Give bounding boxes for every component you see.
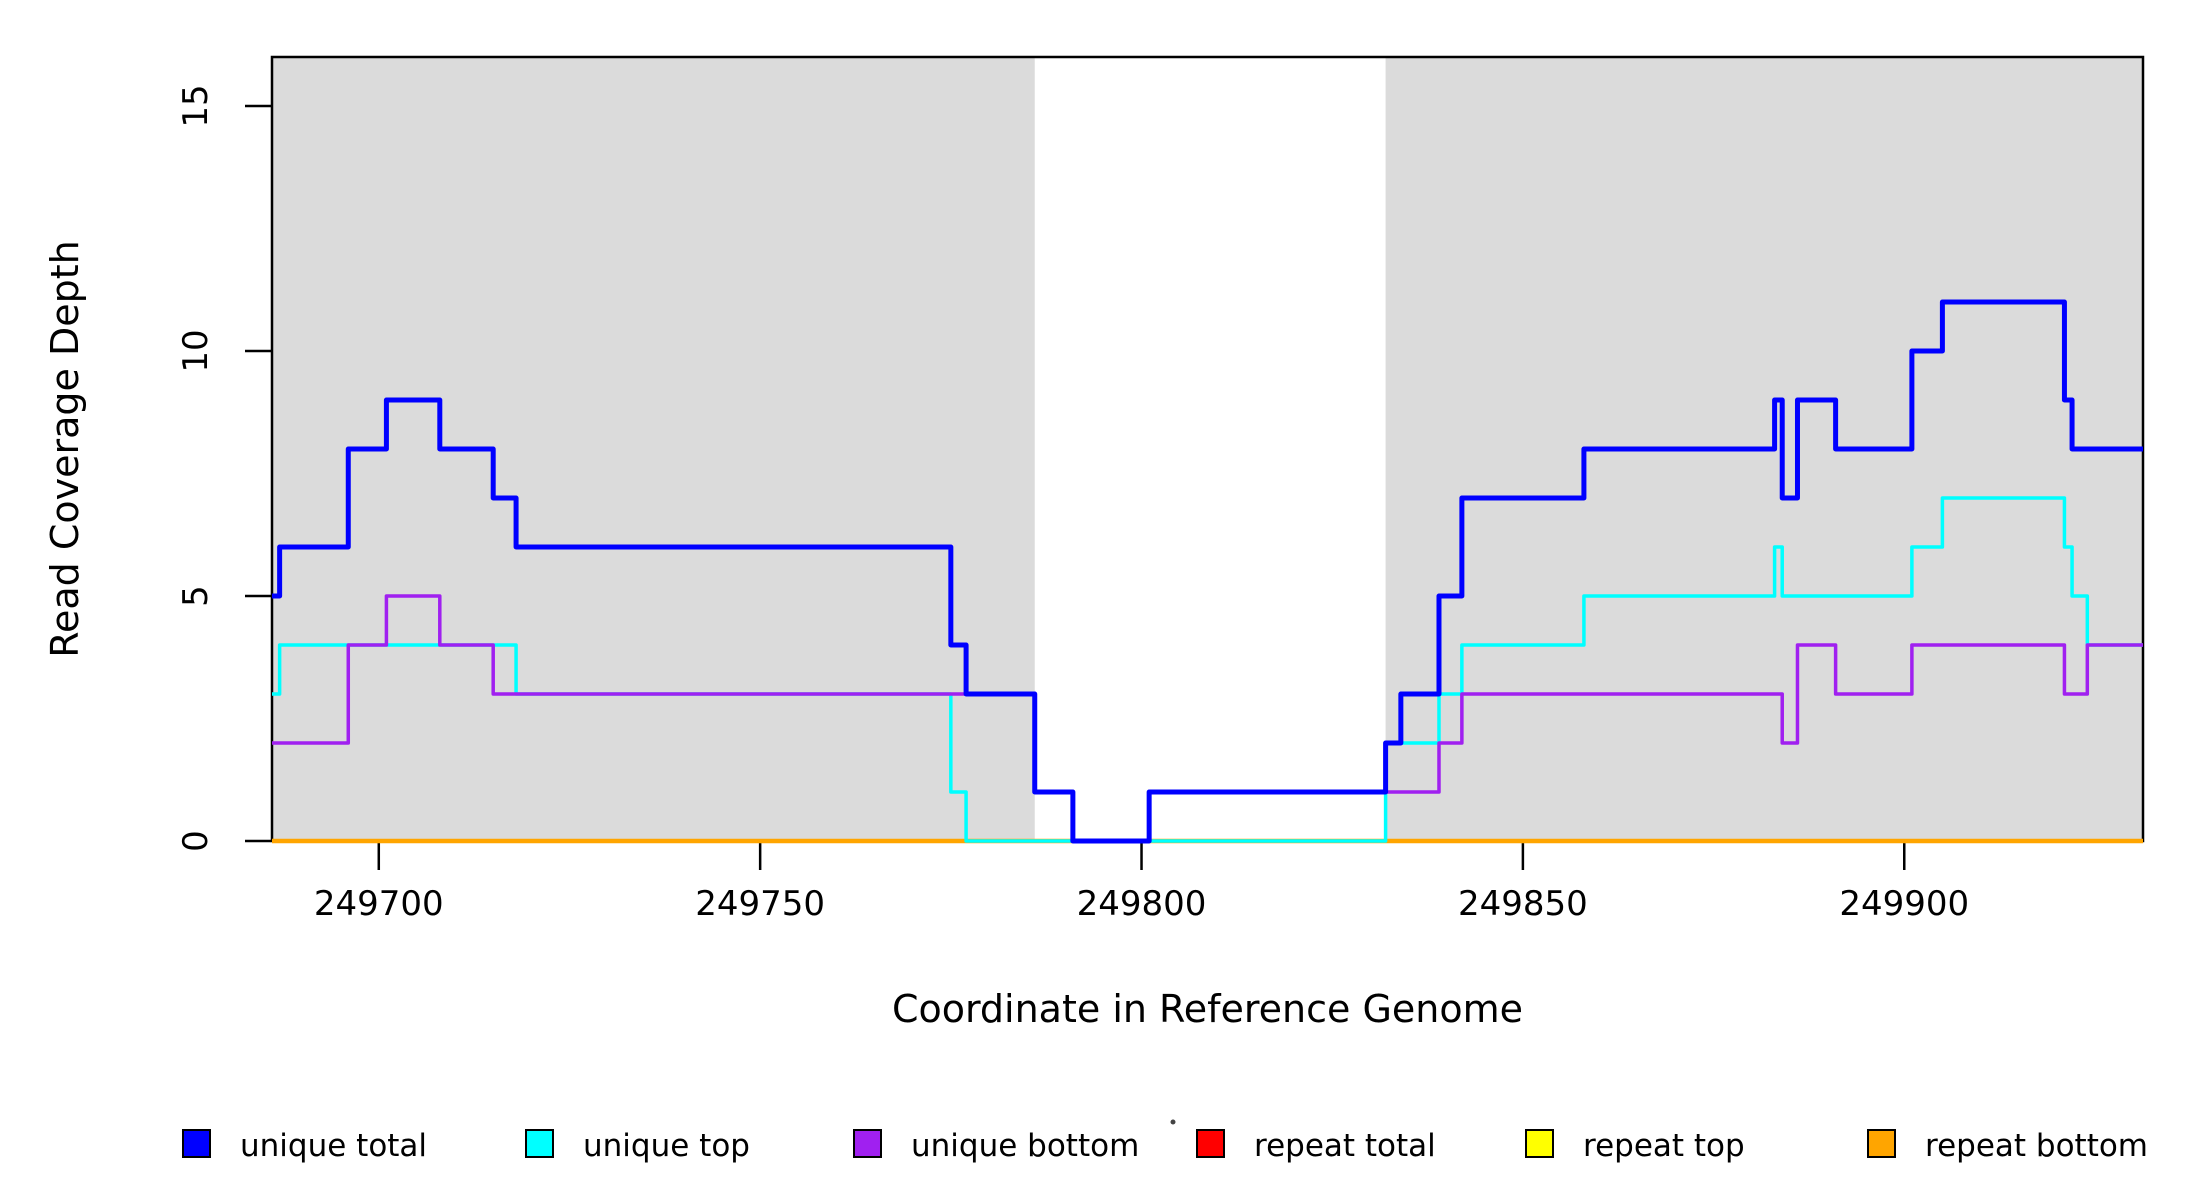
legend-swatch-unique-top bbox=[525, 1129, 554, 1158]
y-tick-label-15: 15 bbox=[176, 84, 216, 127]
x-axis-title: Coordinate in Reference Genome bbox=[892, 987, 1523, 1031]
legend-item-repeat-total: repeat total bbox=[1196, 1128, 1436, 1164]
legend-swatch-repeat-top bbox=[1525, 1129, 1554, 1158]
legend-label-unique-top: unique top bbox=[583, 1128, 750, 1164]
y-tick-label-10: 10 bbox=[176, 329, 216, 372]
legend-item-repeat-bottom: repeat bottom bbox=[1867, 1128, 2148, 1164]
x-tick-label-249850: 249850 bbox=[1458, 884, 1588, 924]
x-tick-label-249700: 249700 bbox=[314, 884, 444, 924]
legend-label-unique-bottom: unique bottom bbox=[911, 1128, 1139, 1164]
series-line-unique-bottom bbox=[272, 594, 2143, 843]
legend-swatch-repeat-total bbox=[1196, 1129, 1225, 1158]
legend-item-unique-bottom: unique bottom bbox=[853, 1128, 1139, 1164]
legend-swatch-unique-total bbox=[182, 1129, 211, 1158]
legend-swatch-unique-bottom bbox=[853, 1129, 882, 1158]
stray-dot bbox=[1170, 1119, 1176, 1125]
x-tick-label-249900: 249900 bbox=[1839, 884, 1969, 924]
x-tick-label-249750: 249750 bbox=[695, 884, 825, 924]
legend-item-unique-top: unique top bbox=[525, 1128, 750, 1164]
legend-label-repeat-total: repeat total bbox=[1254, 1128, 1436, 1164]
legend-swatch-repeat-bottom bbox=[1867, 1129, 1896, 1158]
legend-item-unique-total: unique total bbox=[182, 1128, 427, 1164]
y-tick-label-0: 0 bbox=[176, 830, 216, 852]
y-tick-label-5: 5 bbox=[176, 585, 216, 607]
x-tick-label-249800: 249800 bbox=[1077, 884, 1207, 924]
series-line-unique-top bbox=[272, 496, 2143, 843]
legend-label-unique-total: unique total bbox=[240, 1128, 427, 1164]
legend-label-repeat-bottom: repeat bottom bbox=[1925, 1128, 2148, 1164]
series-line-unique-total bbox=[272, 299, 2143, 844]
y-axis-title: Read Coverage Depth bbox=[43, 240, 87, 657]
shaded-region-left bbox=[272, 57, 1035, 841]
legend-label-repeat-top: repeat top bbox=[1583, 1128, 1745, 1164]
legend-item-repeat-top: repeat top bbox=[1525, 1128, 1745, 1164]
